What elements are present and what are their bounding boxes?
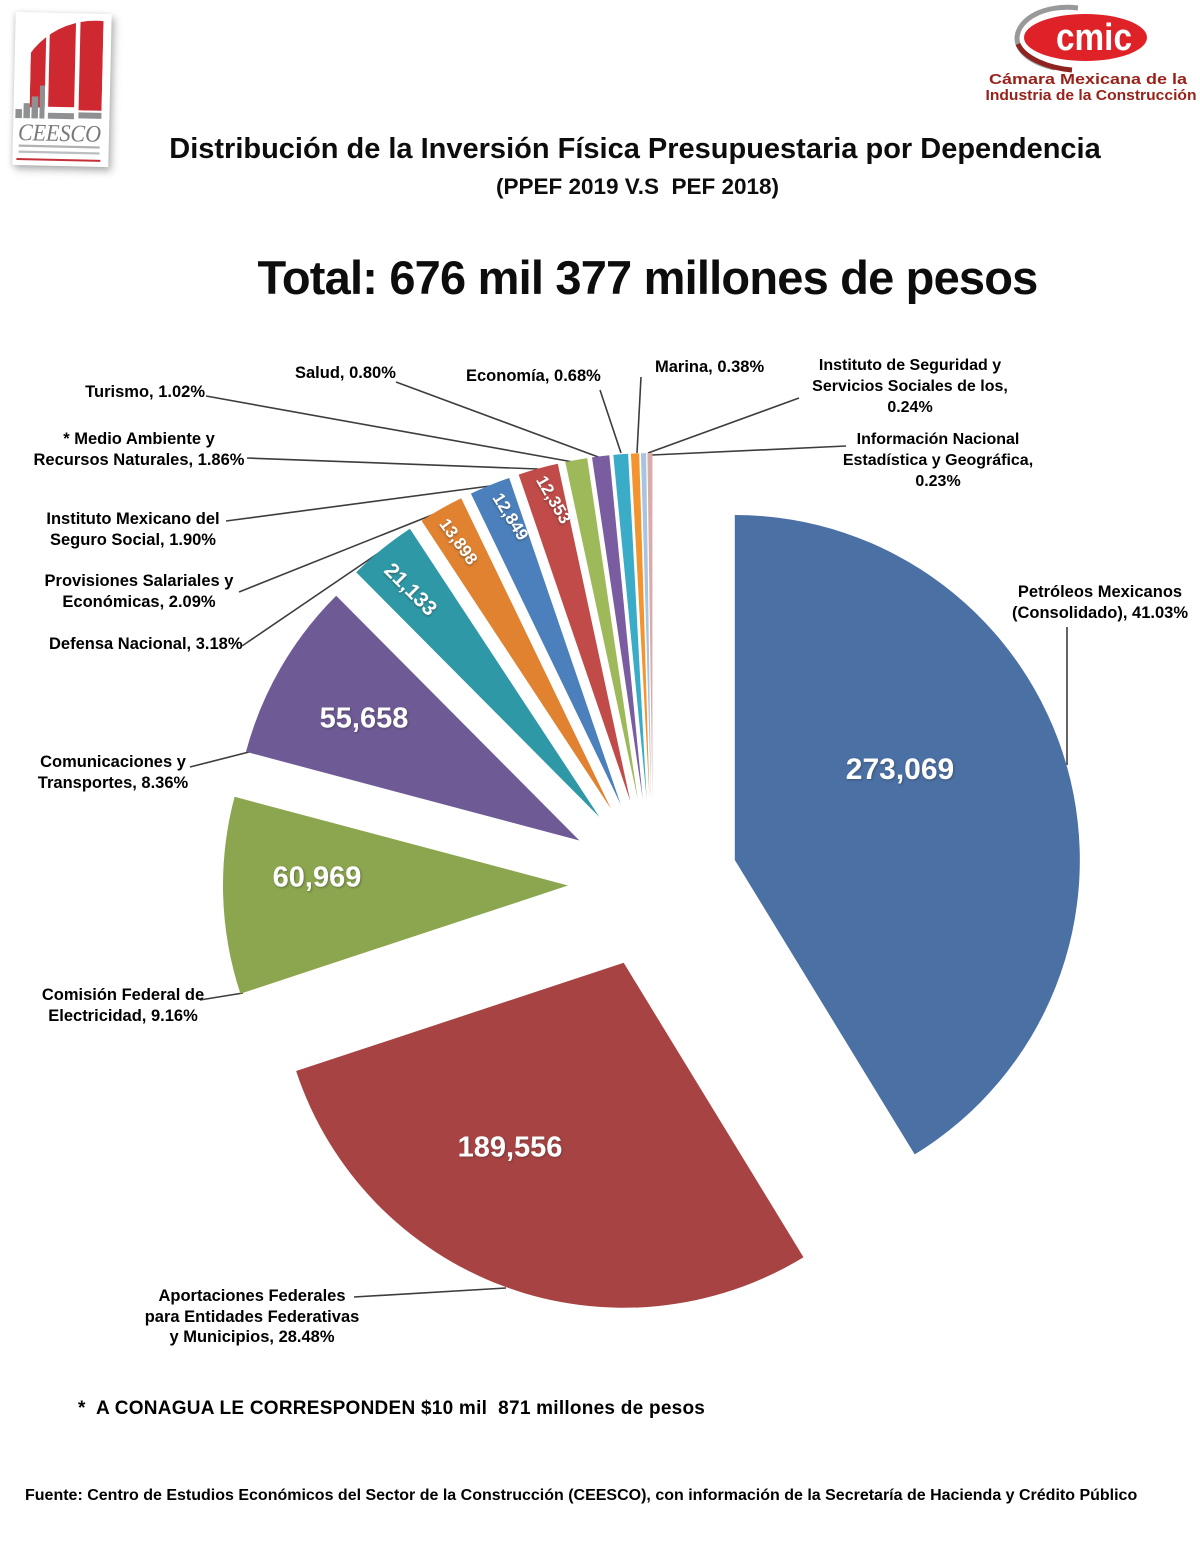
svg-text:Industria de la Construcción: Industria de la Construcción [986,88,1197,104]
svg-text:CEESCO: CEESCO [18,120,102,148]
svg-text:cmic: cmic [1056,17,1132,59]
svg-text:Cámara Mexicana de la: Cámara Mexicana de la [989,72,1188,88]
